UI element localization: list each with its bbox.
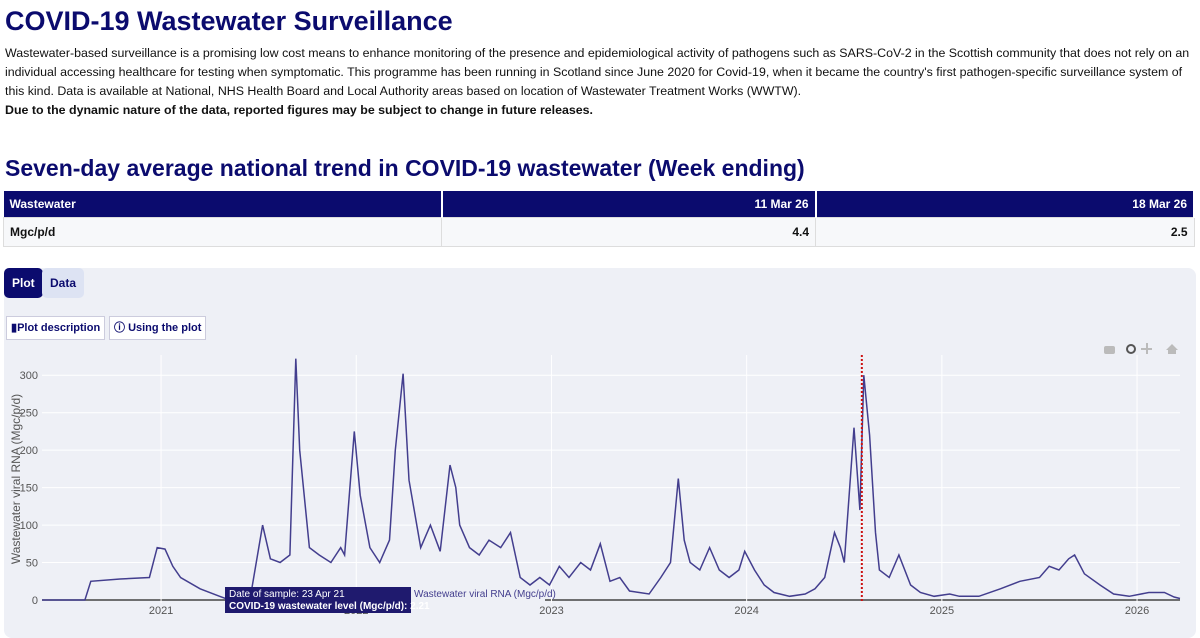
- section-title: Seven-day average national trend in COVI…: [5, 155, 805, 181]
- y-tick-label: 150: [20, 483, 38, 495]
- tooltip-box: [225, 587, 411, 613]
- tab-plot[interactable]: Plot: [4, 268, 43, 298]
- data-line: [42, 358, 1181, 601]
- tooltip-line: COVID-19 wastewater level (Mgc/p/d): 2.2…: [229, 601, 430, 612]
- header-cell: 11 Mar 26: [441, 191, 817, 218]
- cell: 4.4: [441, 217, 816, 247]
- tooltip-line: Date of sample: 23 Apr 21: [229, 589, 345, 600]
- header-cell: 18 Mar 26: [815, 191, 1195, 218]
- summary-table: Wastewater 11 Mar 26 18 Mar 26 Mgc/p/d 4.4 2…: [3, 191, 1195, 247]
- header-cell: Wastewater: [3, 191, 443, 218]
- chart: 0501001502002503002021202220232024202520…: [9, 343, 1181, 617]
- cell: 2.5: [815, 217, 1195, 247]
- plot-description-button[interactable]: ▮Plot description: [6, 316, 106, 340]
- page: COVID-19 Wastewater Surveillance Wastewa…: [3, 6, 1196, 638]
- intro: Wastewater-based surveillance is a promi…: [5, 46, 1190, 98]
- x-tick-label: 2021: [149, 605, 173, 617]
- y-axis-title: Wastewater viral RNA (Mgc/p/d): [9, 394, 23, 564]
- hover-label: Wastewater viral RNA (Mgc/p/d): [414, 589, 556, 600]
- y-tick-label: 300: [20, 370, 38, 382]
- y-tick-label: 250: [20, 408, 38, 420]
- note: Due to the dynamic nature of the data, r…: [5, 103, 593, 117]
- button-label: Using the plot: [128, 322, 202, 334]
- x-tick-label: 2023: [539, 605, 563, 617]
- y-tick-label: 200: [20, 445, 38, 457]
- x-tick-label: 2025: [930, 605, 954, 617]
- y-tick-label: 100: [20, 520, 38, 532]
- modebar: [1104, 343, 1178, 354]
- x-tick-label: 2026: [1125, 605, 1149, 617]
- using-plot-button[interactable]: ⓘ Using the plot: [109, 316, 207, 340]
- y-tick-label: 50: [26, 558, 38, 570]
- button-label: Plot description: [17, 322, 101, 334]
- cell: Mgc/p/d: [3, 217, 442, 247]
- tab-data[interactable]: Data: [42, 268, 85, 298]
- page-title: COVID-19 Wastewater Surveillance: [5, 6, 453, 36]
- y-tick-label: 0: [32, 595, 38, 607]
- hover-label-box: [411, 587, 545, 601]
- x-tick-label: 2024: [734, 605, 758, 617]
